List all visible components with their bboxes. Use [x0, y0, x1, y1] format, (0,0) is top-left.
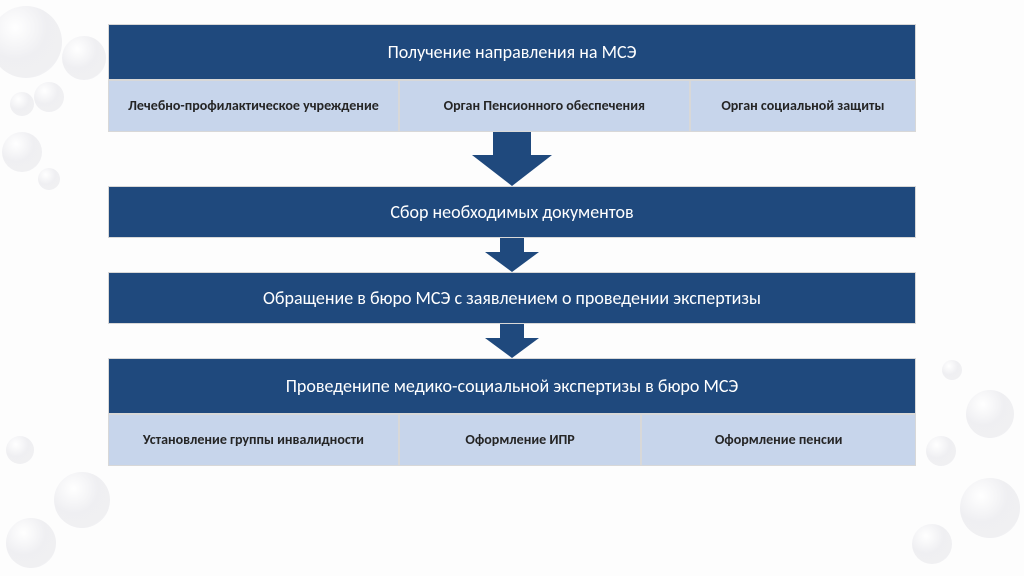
arrow-3	[108, 324, 916, 358]
stage2-title: Сбор необходимых документов	[108, 186, 916, 238]
stage4-outcomes-row: Установление группы инвалидности Оформле…	[108, 414, 916, 466]
stage1-cell-social: Орган социальной защиты	[690, 80, 916, 132]
mse-flowchart: Получение направления на МСЭ Лечебно-про…	[108, 24, 916, 466]
arrow-2	[108, 238, 916, 272]
stage4-cell-group: Установление группы инвалидности	[108, 414, 399, 466]
stage1-sources-row: Лечебно-профилактическое учреждение Орга…	[108, 80, 916, 132]
stage1-cell-medical: Лечебно-профилактическое учреждение	[108, 80, 399, 132]
stage4-title: Проведенипе медико-социальной экспертизы…	[108, 358, 916, 414]
stage4-cell-pension: Оформление пенсии	[641, 414, 916, 466]
stage1-title: Получение направления на МСЭ	[108, 24, 916, 80]
stage1-cell-pension: Орган Пенсионного обеспечения	[399, 80, 690, 132]
stage4-cell-ipr: Оформление ИПР	[399, 414, 641, 466]
stage3-title: Обращение в бюро МСЭ с заявлением о пров…	[108, 272, 916, 324]
arrow-1	[108, 132, 916, 186]
